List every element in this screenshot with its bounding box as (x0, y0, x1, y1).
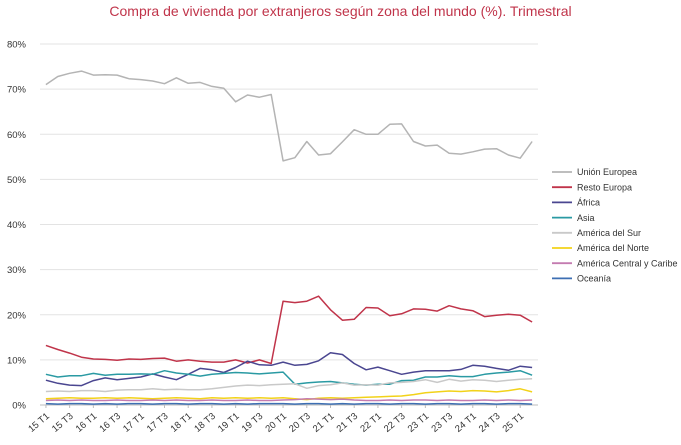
x-tick-label: 20 T3 (287, 411, 313, 435)
x-tick-label: 17 T1 (121, 411, 147, 435)
x-tick-label: 22 T3 (382, 411, 408, 435)
legend-label: América del Sur (577, 228, 641, 238)
series-line-américa-central-y-caribe (45, 397, 533, 402)
series-line-américa-del-norte (45, 388, 533, 401)
x-tick-label: 21 T1 (311, 411, 337, 435)
x-tick-label: 15 T3 (50, 411, 76, 435)
legend-label: América Central y Caribe (577, 258, 678, 268)
series-lines (45, 70, 533, 405)
x-tick-label: 16 T1 (74, 411, 100, 435)
x-tick-label: 18 T1 (169, 411, 195, 435)
x-tick-label: 23 T1 (406, 411, 432, 435)
y-axis-ticks: 0% 10% 20% 30% 40% 50% 60% 70% 80% (7, 40, 27, 412)
series-line-unión-europea (45, 70, 533, 162)
y-tick-label: 30% (7, 265, 27, 276)
y-tick-label: 10% (7, 355, 27, 366)
x-tick-label: 20 T1 (263, 411, 289, 435)
legend-label: Oceanía (577, 274, 611, 284)
y-tick-label: 0% (12, 401, 26, 412)
y-tick-label: 50% (7, 175, 27, 186)
y-tick-label: 20% (7, 310, 27, 321)
x-tick-label: 18 T3 (192, 411, 218, 435)
series-line-resto-europa (45, 295, 533, 365)
legend: Unión Europea Resto Europa África Asia Améri… (552, 167, 678, 284)
series-line-áfrica (45, 351, 533, 387)
x-tick-label: 16 T3 (97, 411, 123, 435)
x-tick-label: 22 T1 (358, 411, 384, 435)
x-tick-label: 24 T3 (477, 411, 503, 435)
legend-label: América del Norte (577, 243, 649, 253)
x-tick-label: 25 T1 (501, 411, 527, 435)
x-tick-label: 15 T1 (26, 411, 52, 435)
y-tick-label: 80% (7, 40, 27, 51)
legend-label: Resto Europa (577, 182, 632, 192)
x-tick-label: 24 T1 (453, 411, 479, 435)
x-tick-label: 23 T3 (429, 411, 455, 435)
legend-label: Asia (577, 213, 595, 223)
series-line-américa-del-sur (45, 378, 533, 393)
x-tick-label: 19 T3 (240, 411, 266, 435)
y-tick-label: 60% (7, 130, 27, 141)
x-tick-label: 21 T3 (335, 411, 361, 435)
chart-title: Compra de vivienda por extranjeros según… (109, 3, 572, 19)
series-line-asia (45, 369, 533, 386)
legend-label: África (577, 198, 600, 208)
gridlines (40, 43, 538, 406)
x-tick-label: 17 T3 (145, 411, 171, 435)
series-line-oceanía (45, 402, 533, 405)
y-tick-label: 40% (7, 220, 27, 231)
x-tick-label: 19 T1 (216, 411, 242, 435)
legend-label: Unión Europea (577, 167, 637, 177)
y-tick-label: 70% (7, 85, 27, 96)
